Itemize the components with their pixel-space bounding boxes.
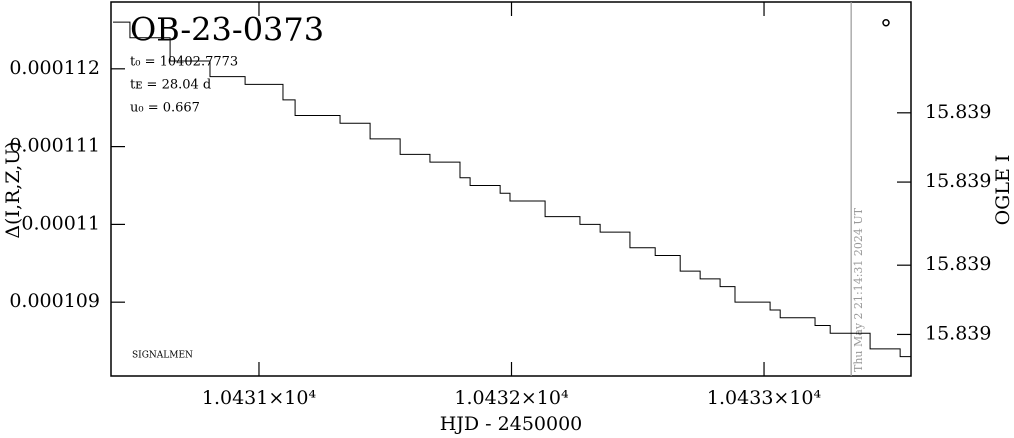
x-tick-label: 1.0431×10⁴ <box>202 387 317 409</box>
y2-tick-label: 15.839 <box>925 101 991 123</box>
footer-note: SIGNALMEN <box>132 351 193 361</box>
y2-tick-label: 15.839 <box>925 253 991 275</box>
y2-tick-label: 15.839 <box>925 322 991 344</box>
annotation: u₀ = 0.667 <box>130 101 200 116</box>
data-point <box>882 19 890 27</box>
now-line-label: Thu May 2 21:14:31 2024 UT <box>852 207 865 372</box>
y-tick-label: 0.000112 <box>9 57 100 79</box>
x-tick-label: 1.0432×10⁴ <box>454 387 569 409</box>
y-tick-label: 0.00011 <box>21 212 100 234</box>
x-tick-label: 1.0433×10⁴ <box>707 387 822 409</box>
light-curve <box>113 21 911 358</box>
chart-title: OB-23-0373 <box>130 11 324 49</box>
annotation: tᴇ = 28.04 d <box>130 78 211 93</box>
annotation: t₀ = 10402.7773 <box>130 55 238 70</box>
y2-axis-label: OGLE I <box>992 155 1014 226</box>
y-tick-label: 0.000111 <box>9 135 100 157</box>
y2-tick-label: 15.839 <box>925 170 991 192</box>
y-axis-label: Δ(I,R,Z,U) <box>2 141 24 238</box>
y-tick-label: 0.000109 <box>9 290 100 312</box>
x-axis-label: HJD - 2450000 <box>440 413 583 434</box>
